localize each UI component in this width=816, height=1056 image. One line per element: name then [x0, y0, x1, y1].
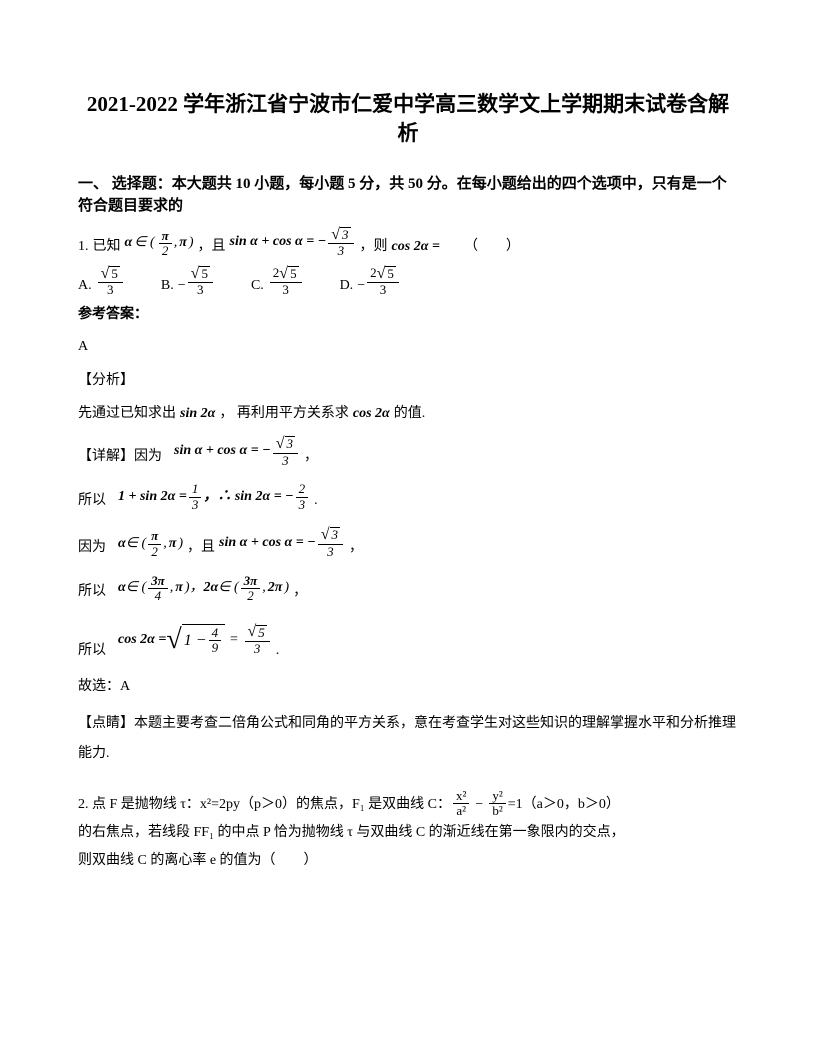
step2-row: 因为 α ∈ ( π 2 , π ) ，且 sin α + cos α = − …: [78, 526, 738, 559]
analysis-label: 【分析】: [78, 370, 738, 392]
analysis-text: 先通过已知求出 sin 2α ， 再利用平方关系求 cos 2α 的值.: [78, 403, 738, 425]
q1-option-b: B. − √5 3: [161, 265, 215, 298]
q1-paren: （ ）: [464, 236, 520, 258]
q1-prefix: 已知: [93, 236, 121, 258]
q1-stem: 1. 已知 α ∈ ( π 2 , π ) ，且 sin α + cos α =…: [78, 226, 738, 259]
q1-options: A. √5 3 B. − √5 3 C. 2√5 3 D. − 2√5 3: [78, 265, 738, 298]
answer-letter: A: [78, 336, 738, 358]
conclusion: 故选：A: [78, 676, 738, 698]
step4-row: 所以 cos 2α = √ 1 − 4 9 = √5 3 .: [78, 618, 738, 663]
q1-option-a: A. √5 3: [78, 265, 125, 298]
step3-row: 所以 α ∈ ( 3π 4 , π )， 2α ∈ ( 3π 2 , 2π ) …: [78, 573, 738, 603]
q1-cond2: sin α + cos α = − √3 3: [226, 226, 360, 259]
section-header: 一、 选择题：本大题共 10 小题，每小题 5 分，共 50 分。在每小题给出的…: [78, 173, 738, 218]
q1-connector1: ，且: [198, 236, 226, 258]
q2-stem: 2. 点 F 是抛物线 τ：x²=2py（p＞0）的焦点，F₁ 是双曲线 C： …: [78, 788, 738, 874]
q1-option-d: D. − 2√5 3: [340, 265, 401, 298]
answer-header: 参考答案：: [78, 304, 738, 326]
q1-number: 1.: [78, 236, 89, 258]
detail-row: 【详解】因为 sin α + cos α = − √3 3 ，: [78, 435, 738, 468]
step1-row: 所以 1 + sin 2α = 1 3 ，∴ sin 2α = − 2 3 .: [78, 482, 738, 512]
q1-ask: cos 2α =: [388, 236, 444, 258]
exam-title: 2021-2022 学年浙江省宁波市仁爱中学高三数学文上学期期末试卷含解析: [78, 90, 738, 149]
comment-text: 【点睛】本题主要考查二倍角公式和同角的平方关系，意在考查学生对这些知识的理解掌握…: [78, 709, 738, 771]
q1-cond1: α ∈ ( π 2 , π ): [121, 228, 198, 258]
q1-connector2: ，则: [360, 236, 388, 258]
q1-option-c: C. 2√5 3: [251, 265, 304, 298]
